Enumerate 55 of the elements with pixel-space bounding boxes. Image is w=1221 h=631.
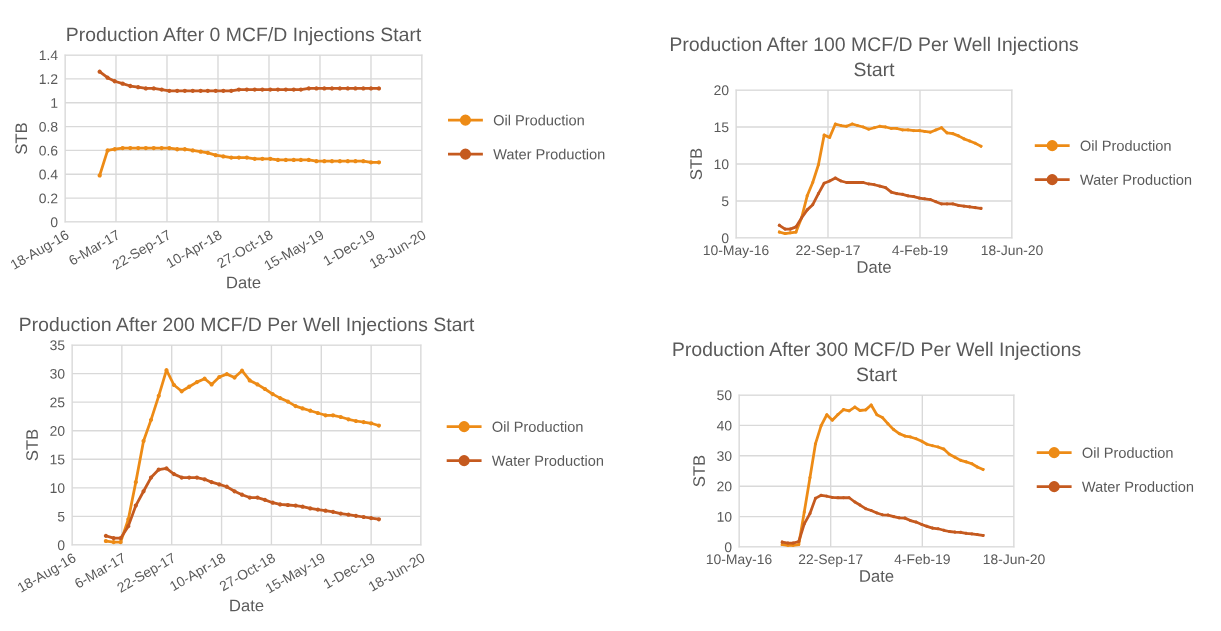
chart-title: Production After 300 MCF/D Per Well Injections Start: [673, 341, 1081, 382]
y-tick-label: 20: [50, 426, 65, 436]
y-tick-label: 0.2: [39, 193, 58, 204]
legend-label: Oil Production: [493, 114, 584, 126]
y-tick-label: 0: [724, 542, 732, 553]
y-tick-label: 25: [50, 397, 65, 408]
x-tick-label: 4-Feb-19: [892, 244, 948, 256]
y-tick-label: 10: [717, 511, 732, 522]
legend-label: Oil Production: [492, 421, 583, 432]
chart-title: Production After 200 MCF/D Per Well Injections Start: [20, 317, 475, 336]
legend-label: Oil Production: [1080, 140, 1171, 151]
legend-label: Water Production: [493, 148, 605, 160]
x-tick-label: 10-May-16: [706, 554, 772, 567]
legend-label: Oil Production: [1082, 447, 1173, 458]
x-tick-label: 22-Sep-17: [796, 245, 860, 258]
x-tick-label: 4-Feb-19: [894, 553, 950, 565]
x-tick-label: 18-Jun-20: [981, 245, 1043, 256]
y-tick-label: 40: [716, 420, 732, 431]
y-tick-label: 1.4: [39, 50, 58, 61]
legend-label: Water Production: [1079, 174, 1192, 185]
y-tick-label: 0.4: [39, 169, 58, 180]
legend-label: Water Production: [1081, 481, 1194, 492]
y-tick-label: 1: [51, 98, 58, 108]
y-tick-label: 5: [57, 511, 65, 522]
y-tick-label: 0: [50, 217, 58, 228]
y-tick-label: 0: [57, 540, 65, 551]
y-axis-title: STB: [15, 123, 28, 154]
legend-label: Water Production: [491, 455, 604, 466]
y-tick-label: 0.6: [39, 145, 58, 156]
y-tick-label: 30: [50, 368, 65, 379]
y-tick-label: 0.8: [39, 121, 58, 132]
y-tick-label: 50: [717, 390, 732, 401]
x-axis-title: Date: [860, 570, 894, 582]
y-axis-title: STB: [693, 455, 705, 487]
x-tick-label: 10-May-16: [703, 245, 769, 258]
y-tick-label: 15: [714, 122, 729, 133]
x-axis-title: Date: [230, 599, 264, 612]
x-tick-label: 18-Jun-20: [983, 554, 1045, 565]
chart-title: Production After 0 MCF/D Injections Start: [67, 27, 422, 46]
y-axis-title: STB: [26, 429, 38, 461]
y-tick-label: 0: [721, 233, 729, 244]
y-tick-label: 10: [714, 159, 729, 170]
y-tick-label: 1.2: [39, 74, 58, 84]
chart-title: Production After 100 MCF/D Per Well Injections Start: [670, 36, 1078, 77]
y-tick-label: 20: [717, 481, 732, 492]
x-axis-title: Date: [227, 276, 261, 289]
x-axis-title: Date: [857, 261, 891, 273]
y-tick-label: 5: [721, 196, 729, 207]
x-tick-label: 22-Sep-17: [798, 554, 863, 567]
y-tick-label: 10: [50, 483, 65, 494]
y-tick-label: 30: [717, 451, 732, 461]
y-tick-label: 15: [50, 454, 65, 465]
y-axis-title: STB: [690, 148, 702, 180]
y-tick-label: 20: [714, 85, 729, 96]
y-tick-label: 35: [50, 340, 65, 351]
